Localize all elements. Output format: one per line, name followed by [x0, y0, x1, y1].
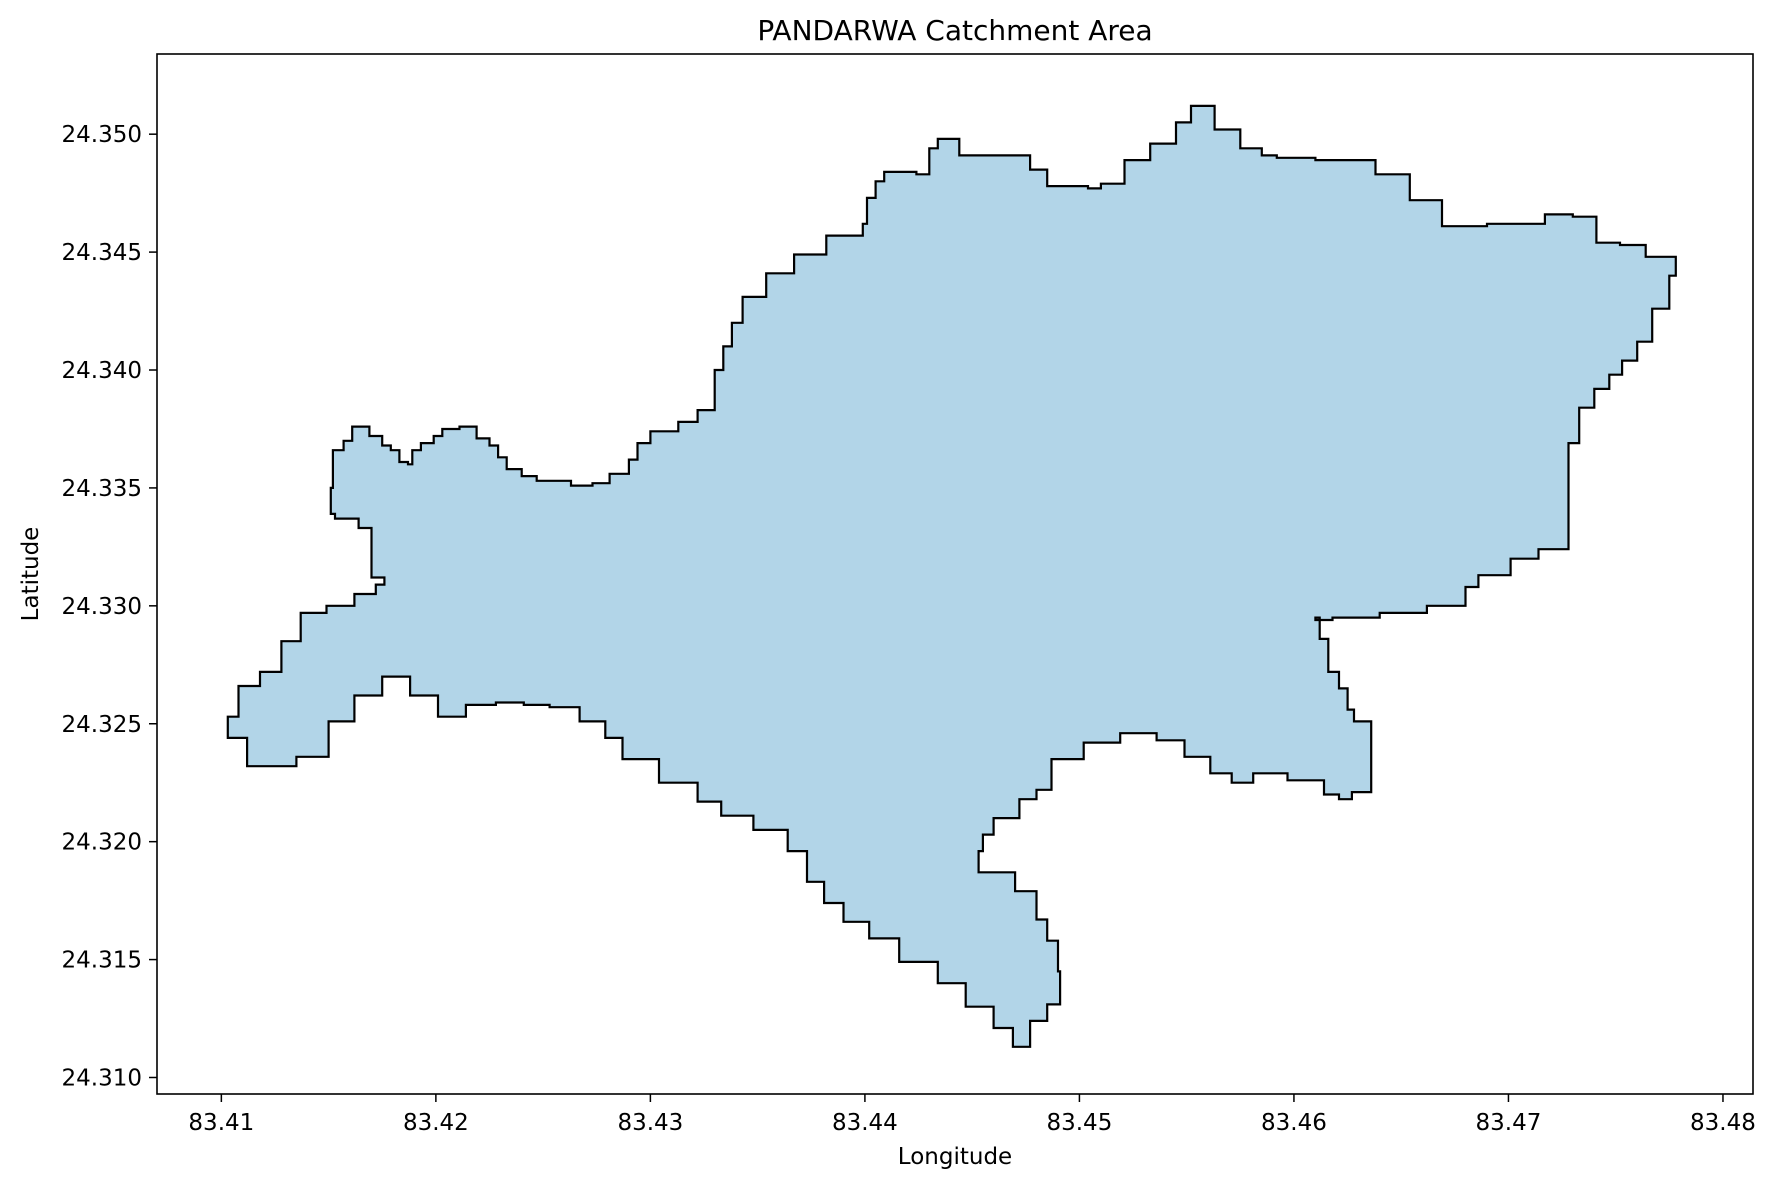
- x-tick-label: 83.44: [832, 1110, 898, 1136]
- y-tick-label: 24.330: [62, 594, 142, 620]
- x-tick-label: 83.42: [403, 1110, 469, 1136]
- y-tick-label: 24.325: [62, 712, 142, 738]
- x-axis-label: Longitude: [898, 1144, 1012, 1170]
- x-tick-label: 83.47: [1476, 1110, 1542, 1136]
- y-tick-label: 24.340: [62, 358, 142, 384]
- x-tick-label: 83.48: [1690, 1110, 1756, 1136]
- x-tick-label: 83.43: [617, 1110, 683, 1136]
- y-tick-label: 24.335: [62, 476, 142, 502]
- x-tick-label: 83.46: [1261, 1110, 1327, 1136]
- y-tick-label: 24.350: [62, 122, 142, 148]
- plot-area: [156, 53, 1754, 1095]
- plot-title: PANDARWA Catchment Area: [757, 14, 1152, 47]
- x-tick-label: 83.45: [1046, 1110, 1112, 1136]
- axes-frame: [156, 53, 1754, 1095]
- y-axis-label: Latitude: [18, 527, 44, 622]
- y-tick-label: 24.345: [62, 240, 142, 266]
- catchment-polygon: [226, 104, 1677, 1048]
- x-tick-label: 83.41: [188, 1110, 254, 1136]
- y-tick-label: 24.320: [62, 830, 142, 856]
- y-axis-ticks: 24.310 24.315 24.320 24.325 24.330 24.335 24.3…: [62, 122, 157, 1091]
- y-tick-label: 24.310: [62, 1065, 142, 1091]
- x-axis-ticks: 83.41 83.42 83.43 83.44 83.45 83.46 83.47 83.48: [188, 1094, 1756, 1136]
- y-tick-label: 24.315: [62, 948, 142, 974]
